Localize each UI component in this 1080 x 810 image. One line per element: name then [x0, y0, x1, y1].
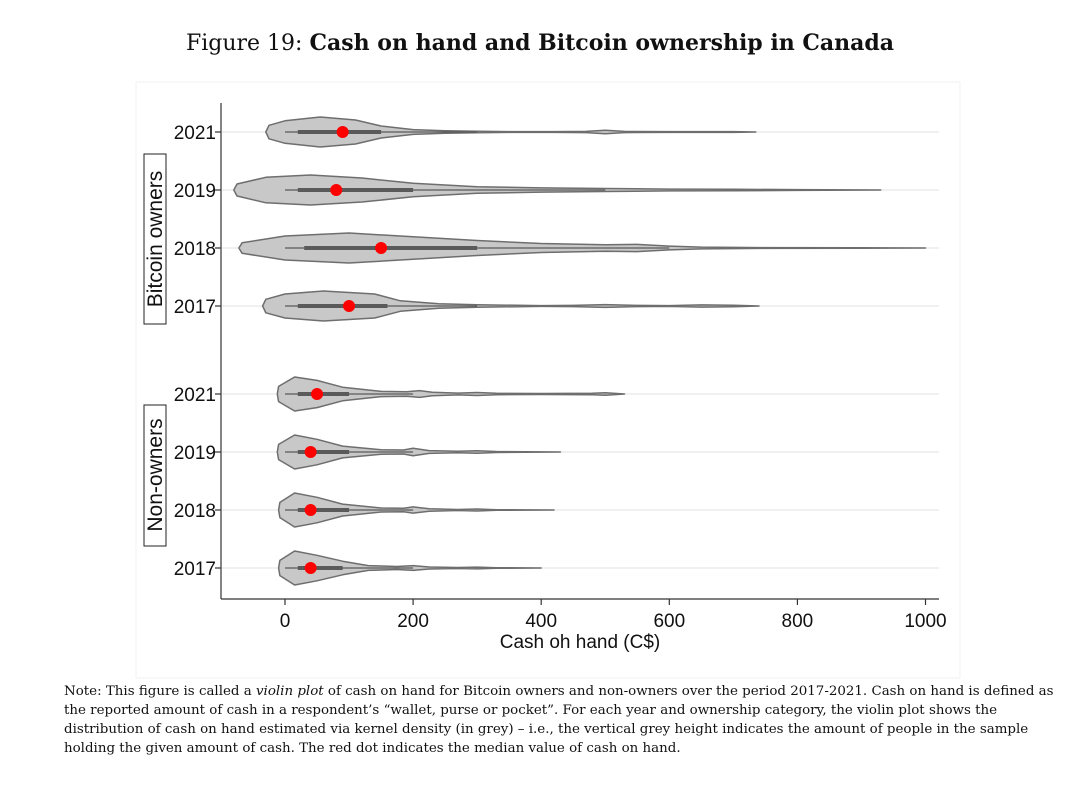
figure-title: Figure 19: Cash on hand and Bitcoin owne… — [0, 30, 1080, 56]
x-axis-ticks: 0 200 400 600 800 1000 — [280, 599, 947, 632]
y-axis-ticks: 2021 2019 2018 2017 2021 2019 2018 2017 — [174, 123, 221, 580]
y-tick-label: 2019 — [174, 443, 216, 464]
violins — [233, 116, 927, 586]
group-label-box — [143, 153, 167, 325]
group-label-box — [143, 404, 167, 547]
median-dot — [304, 562, 317, 574]
figure-title-text: Cash on hand and Bitcoin ownership in Ca… — [309, 30, 895, 56]
median-dot — [336, 126, 349, 138]
median-dot — [304, 504, 317, 516]
median-dot — [375, 242, 388, 254]
x-tick-label: 1000 — [904, 611, 946, 632]
median-dot — [304, 446, 317, 458]
figure-label: Figure 19: — [185, 31, 303, 56]
median-dot — [311, 388, 324, 400]
violin-nonowner-2018 — [277, 492, 555, 528]
x-axis-label: Cash oh hand (C$) — [500, 632, 661, 653]
violin-nonowner-2017 — [277, 550, 542, 586]
y-tick-label: 2017 — [174, 297, 216, 318]
violin-shape — [265, 116, 757, 148]
group-label-text: Bitcoin owners — [144, 171, 167, 308]
y-tick-label: 2017 — [174, 559, 216, 580]
axes — [220, 103, 939, 600]
median-dot — [330, 184, 343, 196]
violin-nonowner-2021 — [276, 376, 626, 412]
violin-shape — [261, 290, 760, 322]
median-dot — [343, 300, 356, 312]
note-text: of cash on hand for Bitcoin owners and n… — [64, 684, 1054, 756]
violin-shape — [276, 376, 626, 412]
group-label-bitcoin-owners: Bitcoin owners — [143, 153, 167, 325]
figure-note: Note: This figure is called a violin plo… — [64, 682, 1054, 758]
violin-bitcoin-2019 — [233, 174, 882, 206]
violin-bitcoin-2021 — [265, 116, 757, 148]
group-label-non-owners: Non-owners — [143, 404, 167, 547]
plot-region-background — [135, 81, 961, 679]
y-tick-label: 2021 — [174, 123, 216, 144]
note-prefix: Note: This figure is called a — [64, 684, 256, 699]
x-tick-label: 200 — [397, 611, 429, 632]
note-italic: violin plot — [255, 684, 324, 699]
y-tick-label: 2021 — [174, 385, 216, 406]
group-label-text: Non-owners — [144, 418, 167, 531]
x-tick-label: 0 — [280, 611, 291, 632]
violin-bitcoin-2018 — [238, 232, 927, 264]
y-tick-label: 2019 — [174, 181, 216, 202]
violin-bitcoin-2017 — [261, 290, 760, 322]
y-tick-label: 2018 — [174, 501, 216, 522]
violin-shape — [277, 492, 555, 528]
violin-shape — [276, 434, 562, 470]
x-tick-label: 600 — [653, 611, 685, 632]
y-tick-label: 2018 — [174, 239, 216, 260]
x-tick-label: 800 — [782, 611, 814, 632]
violin-nonowner-2019 — [276, 434, 562, 470]
x-tick-label: 400 — [525, 611, 557, 632]
